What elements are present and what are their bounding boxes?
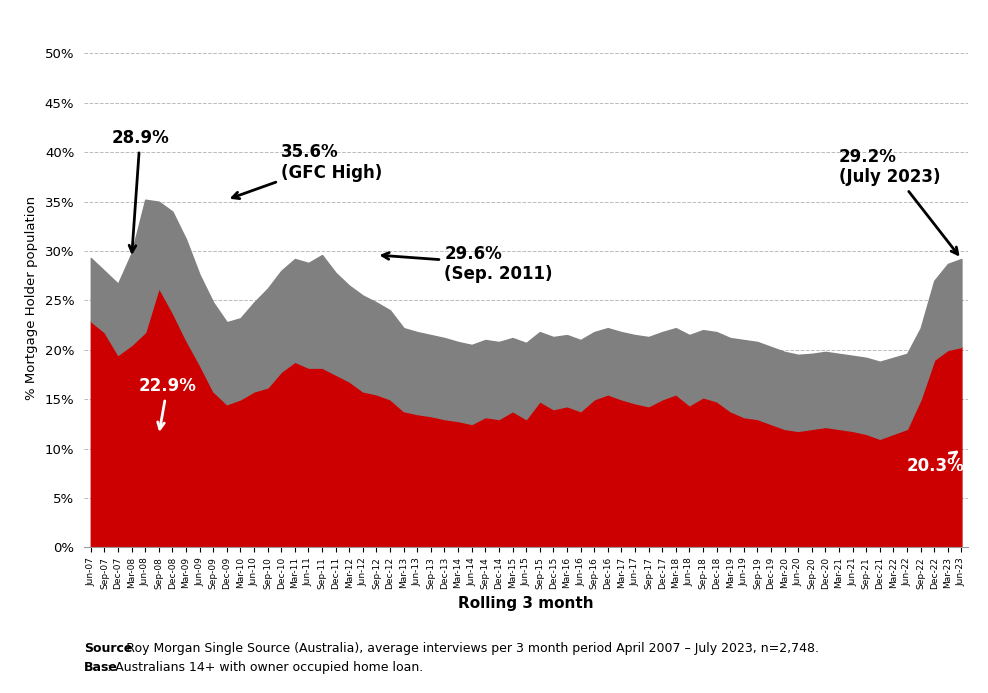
Text: Base: Base <box>84 660 118 674</box>
Text: 28.9%: 28.9% <box>112 130 169 252</box>
Text: 22.9%: 22.9% <box>138 378 197 429</box>
Text: Source: Source <box>84 642 132 655</box>
Text: 20.3%: 20.3% <box>907 452 964 475</box>
Text: 29.2%
(July 2023): 29.2% (July 2023) <box>839 148 957 254</box>
Text: : Australians 14+ with owner occupied home loan.: : Australians 14+ with owner occupied ho… <box>107 660 423 674</box>
Text: 35.6%
(GFC High): 35.6% (GFC High) <box>232 143 382 199</box>
Text: : Roy Morgan Single Source (Australia), average interviews per 3 month period Ap: : Roy Morgan Single Source (Australia), … <box>119 642 819 655</box>
X-axis label: Rolling 3 month: Rolling 3 month <box>458 597 594 611</box>
Y-axis label: % Mortgage Holder population: % Mortgage Holder population <box>25 196 38 400</box>
Text: 29.6%
(Sep. 2011): 29.6% (Sep. 2011) <box>382 245 553 283</box>
